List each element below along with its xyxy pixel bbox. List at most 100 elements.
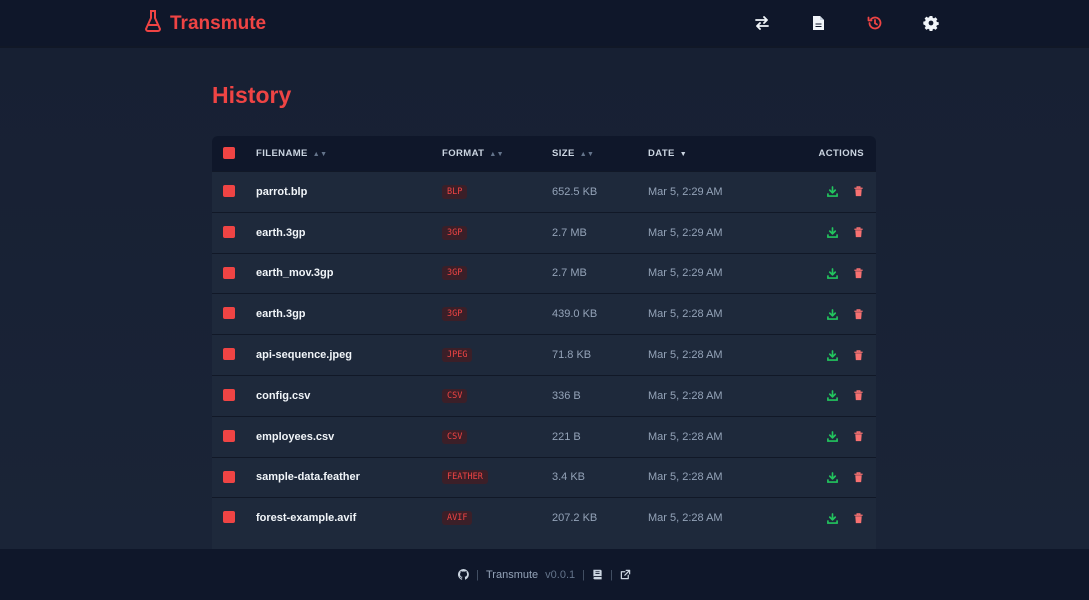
row-size: 652.5 KB (552, 185, 598, 198)
row-actions (826, 471, 864, 483)
swap-icon[interactable] (752, 13, 772, 33)
download-icon[interactable] (826, 512, 838, 524)
history-icon[interactable] (865, 13, 885, 33)
footer-app-name: Transmute (486, 568, 539, 581)
row-size: 221 B (552, 430, 581, 443)
row-actions (826, 431, 864, 443)
download-icon[interactable] (826, 308, 838, 320)
row-size: 207.2 KB (552, 512, 598, 525)
row-format: CSV (442, 429, 468, 444)
row-size: 2.7 MB (552, 267, 587, 280)
table-row: forest-example.avif AVIF 207.2 KB Mar 5, 2:… (212, 497, 876, 538)
row-checkbox[interactable] (223, 388, 235, 401)
table-header: FILENAME ▲▼ FORMAT ▲▼ SIZE ▲▼ DATE ▼ ACTIONS (212, 136, 876, 171)
row-filename: employees.csv (256, 430, 335, 443)
row-format: 3GP (442, 266, 468, 281)
row-size: 71.8 KB (552, 349, 592, 362)
external-link-icon[interactable] (620, 569, 631, 580)
trash-icon[interactable] (852, 471, 864, 483)
download-icon[interactable] (826, 227, 838, 239)
download-icon[interactable] (826, 471, 838, 483)
row-format: 3GP (442, 307, 468, 322)
trash-icon[interactable] (852, 227, 864, 239)
table-row: parrot.blp BLP 652.5 KB Mar 5, 2:29 AM (212, 171, 876, 212)
trash-icon[interactable] (852, 431, 864, 443)
row-size: 2.7 MB (552, 226, 587, 239)
table-row: earth_mov.3gp 3GP 2.7 MB Mar 5, 2:29 AM (212, 252, 876, 294)
row-actions (826, 308, 864, 320)
table-row: earth.3gp 3GP 439.0 KB Mar 5, 2:28 AM (212, 293, 876, 334)
row-date: Mar 5, 2:28 AM (648, 471, 723, 484)
row-date: Mar 5, 2:28 AM (648, 308, 723, 321)
row-actions (826, 349, 864, 361)
header-filename[interactable]: FILENAME ▲▼ (256, 148, 328, 159)
row-format: BLP (442, 184, 468, 199)
row-filename: config.csv (256, 389, 311, 402)
row-date: Mar 5, 2:29 AM (648, 185, 723, 198)
trash-icon[interactable] (852, 308, 864, 320)
row-checkbox[interactable] (223, 185, 235, 197)
header-date[interactable]: DATE ▼ (648, 148, 688, 159)
row-actions (826, 267, 864, 279)
row-format: CSV (442, 388, 468, 403)
download-icon[interactable] (826, 431, 838, 443)
download-icon[interactable] (826, 390, 838, 402)
download-icon[interactable] (826, 186, 838, 198)
sort-icon: ▲▼ (579, 151, 595, 158)
table-row: sample-data.feather FEATHER 3.4 KB Mar 5, 2… (212, 456, 876, 498)
row-date: Mar 5, 2:28 AM (648, 512, 723, 525)
github-icon[interactable] (458, 569, 469, 580)
row-filename: earth.3gp (256, 226, 306, 239)
trash-icon[interactable] (852, 512, 864, 524)
row-format: FEATHER (442, 470, 488, 485)
brand-link[interactable]: Transmute (144, 10, 266, 38)
main-content: History FILENAME ▲▼ FORMAT ▲▼ SIZE ▲▼ DATE ▼… (0, 48, 1089, 549)
row-filename: api-sequence.jpeg (256, 349, 352, 362)
header-size[interactable]: SIZE ▲▼ (552, 148, 595, 159)
header-format[interactable]: FORMAT ▲▼ (442, 148, 504, 159)
format-badge: CSV (442, 429, 468, 444)
row-format: 3GP (442, 225, 468, 240)
trash-icon[interactable] (852, 267, 864, 279)
format-badge: 3GP (442, 225, 468, 240)
format-badge: BLP (442, 184, 468, 199)
row-filename: forest-example.avif (256, 512, 357, 525)
row-filename: earth.3gp (256, 308, 306, 321)
select-all-checkbox[interactable] (223, 147, 235, 159)
table-body: parrot.blp BLP 652.5 KB Mar 5, 2:29 AM earth… (212, 171, 876, 538)
row-checkbox[interactable] (223, 266, 235, 279)
table-row: api-sequence.jpeg JPEG 71.8 KB Mar 5, 2:28 … (212, 334, 876, 375)
row-checkbox[interactable] (223, 470, 235, 483)
format-badge: 3GP (442, 266, 468, 281)
download-icon[interactable] (826, 267, 838, 279)
row-filename: earth_mov.3gp (256, 267, 334, 280)
footer-version: v0.0.1 (545, 568, 576, 581)
row-checkbox[interactable] (223, 511, 235, 524)
row-date: Mar 5, 2:29 AM (648, 267, 723, 280)
docs-icon[interactable] (592, 569, 603, 580)
sort-icon: ▲▼ (489, 151, 504, 158)
trash-icon[interactable] (852, 349, 864, 361)
row-format: AVIF (442, 511, 473, 526)
row-actions (826, 512, 864, 524)
row-format: JPEG (442, 348, 473, 363)
row-size: 336 B (552, 389, 581, 402)
row-checkbox[interactable] (223, 225, 235, 238)
row-date: Mar 5, 2:28 AM (648, 430, 723, 443)
top-navbar: Transmute (0, 0, 1089, 47)
flask-icon (144, 9, 162, 39)
trash-icon[interactable] (852, 390, 864, 402)
row-actions (826, 186, 864, 198)
row-checkbox[interactable] (223, 307, 235, 320)
download-icon[interactable] (826, 349, 838, 361)
row-filename: parrot.blp (256, 185, 308, 198)
row-checkbox[interactable] (223, 429, 235, 442)
row-checkbox[interactable] (223, 348, 235, 361)
row-date: Mar 5, 2:28 AM (648, 389, 723, 402)
gear-icon[interactable] (921, 13, 941, 33)
file-icon[interactable] (808, 13, 828, 33)
row-size: 439.0 KB (552, 308, 598, 321)
history-table: FILENAME ▲▼ FORMAT ▲▼ SIZE ▲▼ DATE ▼ ACTIONS… (212, 136, 876, 549)
sort-icon: ▲▼ (312, 151, 328, 158)
trash-icon[interactable] (852, 186, 864, 198)
